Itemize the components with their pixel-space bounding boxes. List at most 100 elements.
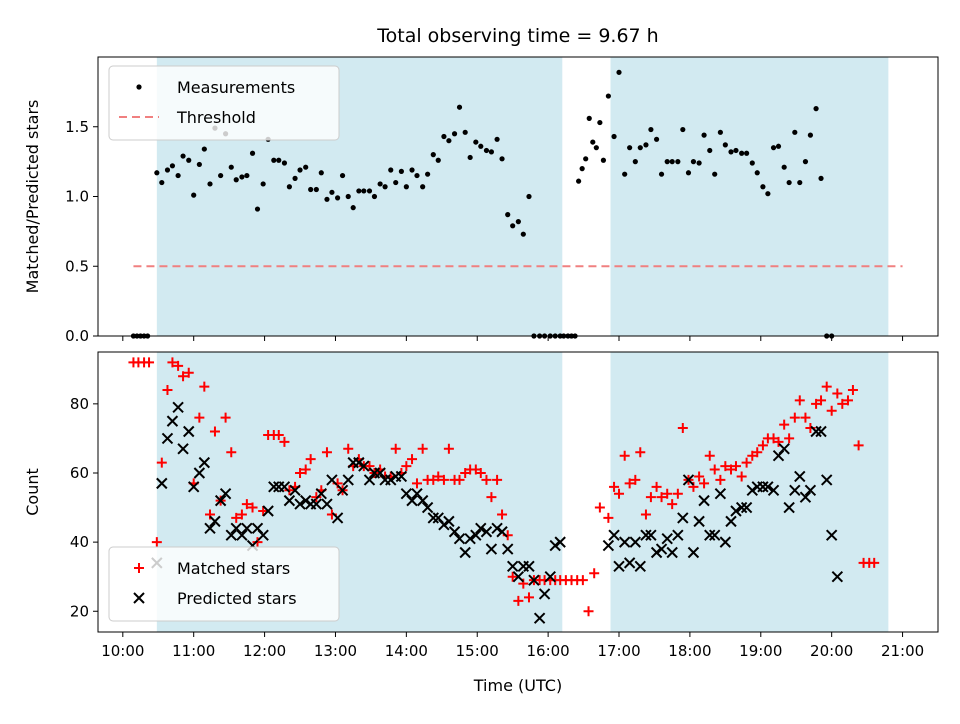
measurement-point <box>600 157 607 163</box>
measurement-point <box>356 188 362 194</box>
predicted-star-point <box>693 515 705 528</box>
measurement-point <box>239 174 245 180</box>
measurement-point <box>297 167 303 173</box>
matched-star-point <box>279 436 290 447</box>
measurement-point <box>526 193 532 200</box>
predicted-star-point <box>236 529 248 541</box>
measurement-point <box>515 219 521 225</box>
measurement-point <box>627 145 633 151</box>
measurement-point <box>792 129 798 135</box>
predicted-star-point <box>725 515 737 528</box>
measurement-point <box>169 163 176 169</box>
measurement-point <box>728 149 734 155</box>
matched-star-point <box>438 474 449 485</box>
predicted-star-point <box>283 494 296 507</box>
measurement-point <box>164 167 171 173</box>
x-tick-label: 11:00 <box>172 642 215 660</box>
x-tick-label: 15:00 <box>456 642 499 660</box>
predicted-star-point <box>310 498 323 510</box>
measurement-point <box>430 152 436 158</box>
legend-box <box>108 65 340 141</box>
matched-star-point <box>162 385 173 396</box>
measurement-point <box>398 168 404 174</box>
measurement-point <box>593 145 599 151</box>
matched-star-point <box>789 412 800 423</box>
measurement-point <box>637 145 643 151</box>
predicted-star-point <box>677 512 689 524</box>
measurement-point <box>377 181 383 187</box>
matched-star-point <box>736 471 747 482</box>
measurement-point <box>760 184 766 190</box>
measurement-point <box>186 157 192 163</box>
measurement-point <box>207 181 213 187</box>
measurement-point <box>583 156 589 162</box>
matched-star-point <box>523 592 534 603</box>
predicted-star-point <box>698 494 710 507</box>
measurement-point <box>818 175 824 181</box>
matched-star-point <box>343 443 354 454</box>
measurement-point <box>483 147 490 154</box>
measurement-point <box>441 133 447 140</box>
measurement-point <box>494 136 500 142</box>
predicted-star-point <box>336 484 349 496</box>
predicted-star-point <box>533 612 546 624</box>
measurement-point <box>292 175 298 181</box>
measurement-point <box>733 147 739 154</box>
measurement-point <box>260 181 266 187</box>
measurement-point <box>510 223 516 229</box>
matched-star-point <box>832 388 843 399</box>
measurement-point <box>409 167 415 173</box>
predicted-star-point <box>528 574 540 586</box>
measurement-point <box>712 171 718 177</box>
legend-label: Measurements <box>177 78 295 97</box>
matched-star-point <box>252 537 263 548</box>
measurement-point <box>802 159 809 165</box>
matched-star-point <box>401 461 412 472</box>
measurement-point <box>499 156 505 162</box>
predicted-star-point <box>757 481 769 493</box>
predicted-star-point <box>172 401 184 414</box>
predicted-star-point <box>278 481 291 493</box>
matched-star-point <box>284 485 295 496</box>
predicted-star-point <box>374 467 386 479</box>
matched-star-point <box>837 398 848 409</box>
predicted-star-point <box>464 532 476 545</box>
matched-star-point <box>800 412 811 423</box>
matched-star-point <box>779 419 790 430</box>
matched-star-point <box>651 481 662 492</box>
predicted-star-point <box>799 491 812 503</box>
measurement-point <box>680 126 686 133</box>
shaded-interval-1 <box>610 57 889 336</box>
matched-star-point <box>704 450 715 461</box>
predicted-star-point <box>183 425 195 438</box>
predicted-star-point <box>299 494 312 507</box>
predicted-star-point <box>778 443 790 455</box>
predicted-star-point <box>395 470 408 483</box>
matched-star-point <box>481 474 492 485</box>
axes-frame <box>97 351 939 633</box>
matched-star-point <box>194 412 205 423</box>
y-tick-label: 0.5 <box>65 257 89 275</box>
predicted-star-point <box>204 522 216 535</box>
matched-star-point <box>258 506 269 517</box>
matched-star-point <box>773 436 784 447</box>
matched-star-point <box>842 395 853 406</box>
matched-star-point <box>247 502 258 513</box>
measurement-point <box>414 172 420 179</box>
predicted-star-point <box>623 557 636 569</box>
matched-star-point <box>475 467 486 478</box>
matched-star-point <box>741 457 752 468</box>
measurement-point <box>579 166 585 172</box>
measurement-point <box>329 189 335 195</box>
measurement-point <box>244 172 250 179</box>
measurement-point <box>717 129 723 135</box>
measurement-point <box>313 186 319 193</box>
measurement-point <box>366 188 373 194</box>
predicted-star-point <box>480 526 493 538</box>
predicted-star-point <box>815 425 827 438</box>
predicted-star-point <box>502 543 514 555</box>
measurement-point <box>180 153 186 159</box>
measurement-point <box>191 192 197 198</box>
matched-star-point <box>178 371 189 382</box>
predicted-star-point <box>735 501 748 514</box>
